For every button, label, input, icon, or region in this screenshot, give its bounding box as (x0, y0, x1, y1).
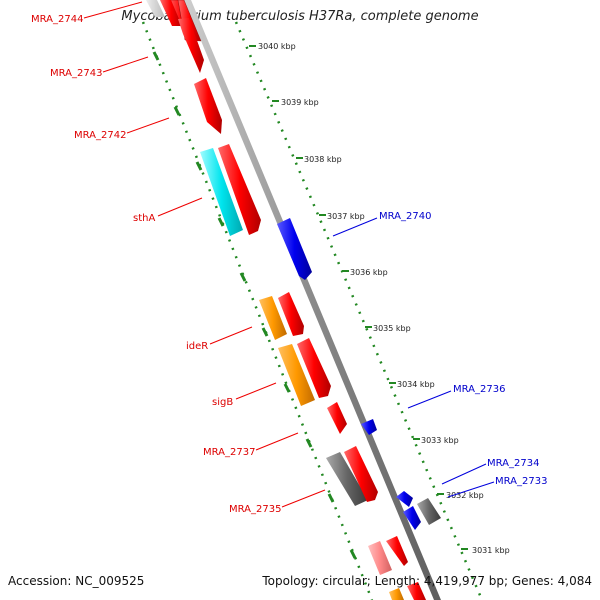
topology-summary: Topology: circular; Length: 4,419,977 bp… (262, 574, 592, 588)
scale-label: 3037 kbp (327, 212, 365, 221)
gene-red-2737 (327, 402, 347, 434)
gene-label-sigB[interactable]: sigB (212, 397, 233, 408)
right-gene-labels: MRA_2740 MRA_2736 MRA_2734 MRA_2733 (379, 211, 547, 487)
accession-text: Accession: NC_009525 (8, 574, 145, 588)
right-connectors (332, 217, 495, 498)
gene-label-mra-2734[interactable]: MRA_2734 (487, 458, 539, 469)
gene-label-mra-2737[interactable]: MRA_2737 (203, 447, 255, 458)
gene-red-sigB (297, 338, 331, 398)
gene-mra-2734 (396, 491, 413, 507)
right-major-ticks (249, 45, 468, 550)
gene-ideR-orange (259, 296, 287, 340)
gene-label-mra-2736[interactable]: MRA_2736 (453, 384, 505, 395)
gene-pink-bottom (368, 541, 392, 575)
gene-mra-2735-gray (326, 452, 368, 506)
gene-blocks (146, 0, 441, 600)
gene-label-mra-2743[interactable]: MRA_2743 (50, 68, 102, 79)
gene-red-2735 (344, 446, 378, 502)
genome-backbone (184, 0, 441, 600)
map-title: Mycobacterium tuberculosis H37Ra, comple… (121, 9, 479, 24)
scale-label: 3032 kbp (446, 491, 484, 500)
gene-label-mra-2742[interactable]: MRA_2742 (74, 130, 126, 141)
gene-sthA-cyan (200, 148, 243, 236)
scale-label: 3039 kbp (281, 98, 319, 107)
gene-label-sthA[interactable]: sthA (133, 213, 155, 224)
gene-label-ideR[interactable]: ideR (186, 341, 208, 352)
gene-sigB-orange (278, 344, 315, 406)
scale-label: 3040 kbp (258, 42, 296, 51)
gene-label-mra-2733[interactable]: MRA_2733 (495, 476, 547, 487)
scale-label: 3033 kbp (421, 436, 459, 445)
gene-label-mra-2735[interactable]: MRA_2735 (229, 504, 281, 515)
scale-label: 3034 kbp (397, 380, 435, 389)
gene-mra-2736 (361, 419, 377, 435)
gene-label-mra-2740[interactable]: MRA_2740 (379, 211, 431, 222)
scale-label: 3036 kbp (350, 268, 388, 277)
gene-red-ideR (278, 292, 304, 336)
left-connectors (83, 1, 326, 508)
gene-red-top (160, 0, 182, 26)
scale-label: 3031 kbp (472, 546, 510, 555)
gene-red-sthA (218, 144, 261, 235)
gene-mra-2740 (277, 218, 312, 280)
gene-red-2742 (194, 78, 222, 134)
gene-label-mra-2744[interactable]: MRA_2744 (31, 14, 83, 25)
left-gene-labels: MRA_2744 MRA_2743 MRA_2742 sthA ideR sig… (31, 14, 281, 515)
gene-red-2743 (178, 18, 204, 73)
right-tick-line (234, 21, 484, 600)
gene-red-bottom (386, 536, 408, 566)
scale-label: 3035 kbp (373, 324, 411, 333)
gene-gray-top (146, 0, 165, 17)
left-major-ticks (152, 51, 357, 559)
gene-red-bottom-2 (407, 582, 426, 600)
gene-orange-bottom (389, 588, 404, 600)
gene-gray-reverse (417, 498, 441, 525)
gene-mra-2733 (403, 506, 421, 530)
scale-labels: 3040 kbp 3039 kbp 3038 kbp 3037 kbp 3036… (258, 42, 510, 555)
scale-label: 3038 kbp (304, 155, 342, 164)
